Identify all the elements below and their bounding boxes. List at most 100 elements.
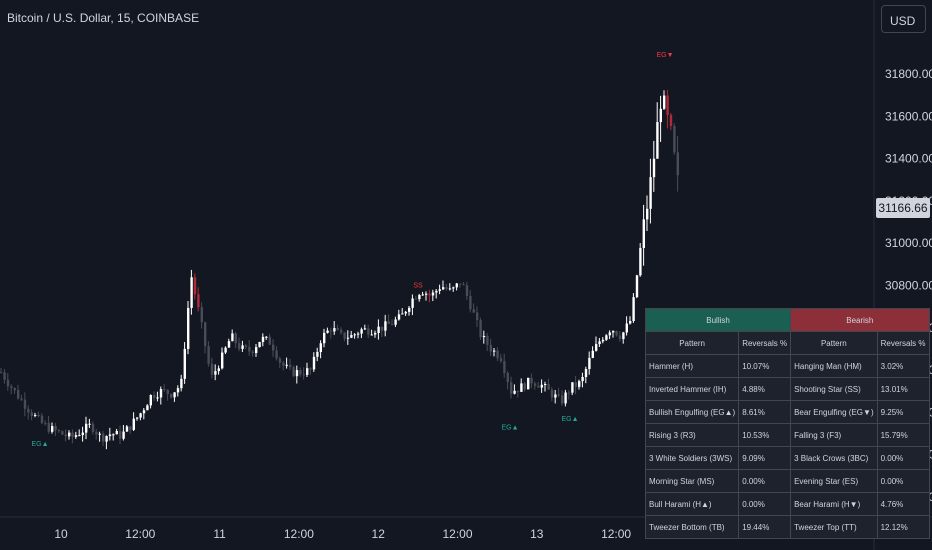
candle-body [221, 352, 224, 369]
candle-body [401, 313, 404, 315]
pct-bear: 0.00% [876, 446, 930, 470]
candle-body [333, 328, 336, 332]
candle-body [292, 367, 295, 377]
candle-body [363, 328, 367, 330]
candle-body [295, 370, 299, 377]
pct-bull: 0.00% [738, 492, 792, 516]
candle-body [411, 298, 414, 308]
candle-body [397, 314, 401, 320]
candle-body [241, 345, 244, 349]
candle-body [10, 386, 13, 389]
candle-body [438, 289, 441, 291]
col-pattern-bear: Pattern [790, 331, 878, 355]
table-subheader-row: Pattern Reversals % Pattern Reversals % [644, 331, 930, 355]
candle-body [564, 392, 567, 404]
candle-body [115, 430, 118, 435]
candle-body [40, 415, 44, 424]
candle-body [200, 307, 203, 323]
candle-body [367, 328, 370, 335]
candle-body [61, 431, 64, 435]
candle-body [649, 177, 652, 209]
candle-body [567, 392, 571, 394]
candle-body [149, 394, 152, 406]
candle-body [462, 284, 465, 286]
candle-body [217, 368, 220, 372]
candle-body [108, 434, 112, 437]
candle-body [37, 414, 40, 416]
candle-body [377, 326, 380, 333]
candle-body [652, 158, 656, 178]
candle-body [380, 326, 384, 331]
candle-body [57, 430, 61, 432]
candle-body [316, 351, 319, 357]
candle-body [54, 426, 57, 431]
candle-body [499, 358, 503, 362]
pattern-annotation: EG▲ [501, 424, 518, 431]
last-price-value: 31166.66 [878, 201, 927, 215]
candle-body [578, 381, 581, 387]
candle-body [513, 390, 516, 394]
candle-body [666, 95, 669, 115]
candle-body [47, 423, 50, 432]
time-tick-label: 11 [213, 527, 226, 541]
pattern-bull: Inverted Hammer (IH) [644, 377, 740, 401]
candle-body [142, 410, 146, 414]
candle-body [479, 319, 482, 338]
candle-body [384, 321, 387, 331]
table-row: Rising 3 (R3) 10.53% Falling 3 (F3) 15.79% [644, 423, 930, 447]
candle-body [51, 426, 54, 432]
candle-body [646, 208, 649, 220]
pattern-bear: Bear Harami (H▼) [790, 492, 878, 516]
pct-bull: 19.44% [738, 515, 792, 539]
candle-body [391, 323, 394, 325]
candle-body [156, 397, 159, 399]
candle-body [132, 418, 135, 430]
candle-body [85, 423, 88, 433]
candle-body [459, 283, 462, 285]
candle-body [595, 344, 598, 351]
candle-body [533, 383, 537, 386]
candle-body [275, 350, 278, 359]
pattern-annotation: EG▲ [561, 416, 578, 423]
candle-body [81, 432, 84, 436]
currency-button[interactable]: USD [881, 5, 926, 33]
candle-body [445, 287, 448, 289]
candle-body [244, 345, 248, 347]
candle-body [3, 372, 6, 380]
candle-body [591, 350, 594, 358]
candle-body [554, 394, 557, 398]
candle-body [329, 330, 333, 332]
candle-body [343, 332, 346, 339]
pattern-bull: Morning Star (MS) [644, 469, 740, 493]
candle-body [119, 430, 122, 439]
candle-body [210, 363, 214, 375]
pct-bull: 0.00% [738, 469, 792, 493]
last-price-tag: 31166.66 [876, 197, 930, 218]
candle-body [166, 389, 169, 394]
candle-body [102, 433, 105, 442]
candle-body [122, 431, 125, 439]
candle-body [214, 371, 217, 375]
pattern-bear: 3 Black Crows (3BC) [790, 446, 878, 470]
candle-body [153, 394, 156, 398]
col-reversals-bear: Reversals % [876, 331, 930, 355]
time-tick-label: 12:00 [125, 527, 155, 541]
time-tick-label: 13 [530, 527, 544, 541]
candle-body [183, 348, 186, 379]
candle-body [282, 362, 285, 366]
candle-body [17, 390, 20, 399]
time-tick-label: 12 [372, 527, 386, 541]
candle-body [23, 399, 27, 409]
price-tick-label: 31600.00 [885, 109, 932, 123]
table-row: Tweezer Bottom (TB) 19.44% Tweezer Top (TT… [644, 515, 930, 539]
candle-body [540, 384, 543, 388]
candle-body [639, 247, 642, 276]
pattern-annotation: EG▲ [31, 441, 48, 448]
candle-body [190, 277, 193, 308]
bearish-header: Bearish [790, 308, 930, 332]
candle-body [30, 412, 33, 416]
candle-body [74, 435, 78, 437]
candle-body [238, 343, 241, 349]
candle-body [387, 321, 390, 324]
candle-body [527, 377, 530, 390]
